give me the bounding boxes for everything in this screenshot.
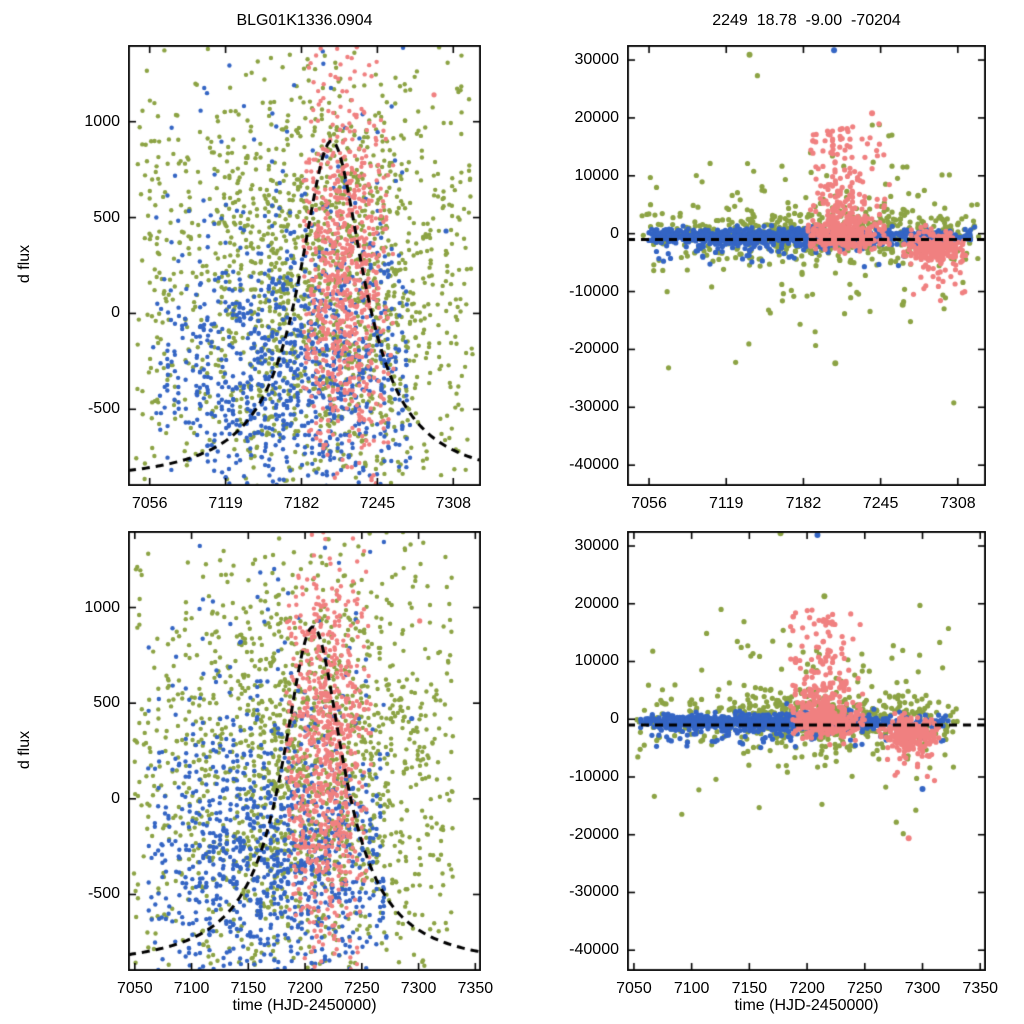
y-tick-label: 1000 xyxy=(84,598,120,616)
x-tick-label: 7245 xyxy=(862,495,899,512)
x-tick-label: 7119 xyxy=(709,495,744,512)
y-tick-label: -30000 xyxy=(569,398,619,416)
y-tick-label: 500 xyxy=(93,694,120,712)
x-tick-label: 7050 xyxy=(117,980,153,997)
x-tick-label: 7200 xyxy=(789,980,825,997)
scatter-plot-top-right xyxy=(627,45,986,486)
scatter-plot-bottom-right xyxy=(627,531,986,971)
x-tick-label: 7100 xyxy=(173,980,210,997)
x-tick-label: 7182 xyxy=(785,495,822,512)
scatter-plot-top-left xyxy=(128,45,481,486)
panel-title-right: 2249 18.78 -9.00 -70204 xyxy=(712,12,901,29)
x-tick-label: 7119 xyxy=(208,495,243,512)
x-axis-label-bottom-right: time (HJD-2450000) xyxy=(734,997,879,1014)
x-tick-label: 7100 xyxy=(673,980,710,997)
x-tick-label: 7050 xyxy=(616,980,652,997)
x-tick-label: 7056 xyxy=(131,495,168,512)
y-tick-label: -500 xyxy=(87,885,120,903)
x-tick-label: 7056 xyxy=(631,495,667,512)
y-axis-label-bottom: d flux xyxy=(16,730,33,770)
x-tick-label: 7245 xyxy=(359,495,396,512)
y-tick-label: -500 xyxy=(87,400,120,418)
y-tick-label: 0 xyxy=(610,224,619,242)
y-tick-label: 500 xyxy=(93,208,120,226)
y-tick-label: 20000 xyxy=(574,594,620,612)
y-tick-label: -40000 xyxy=(569,941,619,959)
y-tick-label: 0 xyxy=(610,710,619,728)
y-tick-label: 30000 xyxy=(574,51,620,69)
panel-title-left: BLG01K1336.0904 xyxy=(236,12,373,29)
y-tick-label: 10000 xyxy=(574,166,620,184)
x-tick-label: 7250 xyxy=(846,980,883,997)
scatter-plot-bottom-left xyxy=(128,531,481,971)
x-axis-label-bottom-left: time (HJD-2450000) xyxy=(232,997,377,1014)
y-axis-label-top: d flux xyxy=(16,244,33,284)
y-tick-label: -20000 xyxy=(569,340,619,358)
y-tick-label: 10000 xyxy=(574,652,620,670)
x-tick-label: 7300 xyxy=(904,980,941,997)
x-tick-label: 7150 xyxy=(731,980,768,997)
x-tick-label: 7150 xyxy=(230,980,267,997)
y-tick-label: -30000 xyxy=(569,883,619,901)
x-tick-label: 7308 xyxy=(940,495,976,512)
y-tick-label: -40000 xyxy=(569,456,619,474)
y-tick-label: -10000 xyxy=(569,767,619,785)
x-tick-label: 7182 xyxy=(283,495,320,512)
x-tick-label: 7300 xyxy=(400,980,437,997)
x-tick-label: 7308 xyxy=(435,495,472,512)
y-tick-label: 1000 xyxy=(84,112,120,130)
y-tick-label: -20000 xyxy=(569,825,619,843)
y-tick-label: 20000 xyxy=(574,108,620,126)
y-tick-label: 0 xyxy=(111,304,120,322)
y-tick-label: 0 xyxy=(111,789,120,807)
y-tick-label: -10000 xyxy=(569,282,619,300)
x-tick-label: 7350 xyxy=(457,980,494,997)
x-tick-label: 7350 xyxy=(962,980,999,997)
y-tick-label: 30000 xyxy=(574,537,620,554)
x-tick-label: 7250 xyxy=(344,980,380,997)
x-tick-label: 7200 xyxy=(287,980,323,997)
